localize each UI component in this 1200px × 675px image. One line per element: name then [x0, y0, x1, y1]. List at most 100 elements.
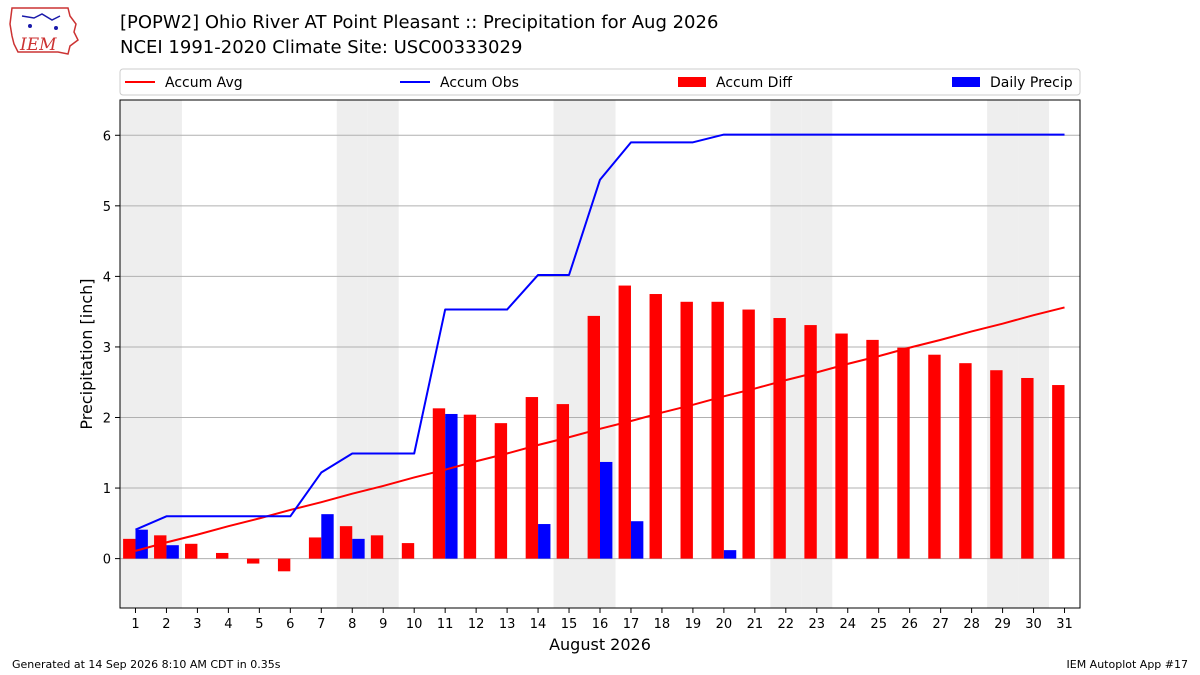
accum-avg-line: [135, 306, 1065, 552]
x-tick-label: 24: [839, 617, 856, 632]
accum-diff-bar: [897, 347, 910, 559]
line-series: [135, 133, 1065, 552]
accum-diff-bar: [959, 363, 972, 559]
x-tick-label: 30: [1025, 617, 1042, 632]
x-tick-label: 16: [592, 617, 609, 632]
legend-accum-obs-label: Accum Obs: [440, 75, 519, 91]
legend-box: [119, 68, 1081, 96]
x-tick-label: 3: [193, 617, 201, 632]
generated-timestamp: Generated at 14 Sep 2026 8:10 AM CDT in …: [12, 658, 281, 671]
y-tick-label: 2: [103, 412, 111, 427]
accum-diff-bar: [216, 552, 229, 559]
daily-precip-bar: [166, 545, 179, 559]
accum-diff-bar: [711, 301, 724, 559]
accum-diff-bar: [185, 543, 198, 559]
legend-accum-avg-label: Accum Avg: [165, 75, 243, 91]
x-tick-label: 2: [162, 617, 170, 632]
legend-daily-precip-label: Daily Precip: [990, 75, 1073, 91]
x-axis-label: August 2026: [549, 635, 651, 654]
x-tick-label: 4: [224, 617, 232, 632]
accum-diff-bar: [1021, 377, 1034, 559]
accum-diff-bar: [587, 315, 600, 559]
accum-diff-bar: [432, 408, 446, 559]
weekend-band: [336, 100, 368, 608]
x-tick-label: 14: [530, 617, 547, 632]
x-tick-label: 6: [286, 617, 294, 632]
accum-diff-bar: [773, 318, 786, 559]
weekend-shading: [120, 100, 1050, 608]
x-tick-label: 31: [1056, 617, 1073, 632]
legend: Accum Avg Accum Obs Accum Diff Daily Precip: [119, 68, 1081, 96]
weekend-band: [367, 100, 399, 608]
iowa-outline-icon: [9, 7, 79, 55]
legend-daily-precip-swatch: [952, 77, 980, 87]
daily-precip-bar: [630, 521, 644, 559]
weekend-band: [150, 100, 182, 608]
x-tick-label: 22: [778, 617, 795, 632]
y-axis-label: Precipitation [inch]: [77, 278, 96, 429]
y-tick-label: 6: [103, 129, 111, 144]
x-tick-label: 18: [654, 617, 671, 632]
x-tick-label: 1: [131, 617, 139, 632]
iem-logo: IEM: [9, 7, 79, 55]
accum-diff-bar: [649, 294, 662, 559]
chart-title-line2: NCEI 1991-2020 Climate Site: USC00333029: [120, 37, 523, 58]
x-tick-label: 29: [994, 617, 1011, 632]
x-tick-label: 7: [317, 617, 325, 632]
daily-precip-bar: [352, 538, 365, 559]
app-label: IEM Autoplot App #17: [1066, 658, 1189, 671]
accum-diff-bar: [494, 423, 508, 559]
x-tick-label: 10: [406, 617, 423, 632]
accum-diff-bar: [401, 543, 415, 559]
accum-diff-bar: [556, 404, 570, 559]
accum-diff-bar: [1052, 385, 1065, 559]
accum-diff-bar: [463, 414, 477, 559]
accum-diff-bar: [154, 535, 167, 559]
legend-accum-diff-label: Accum Diff: [716, 75, 792, 91]
x-tick-label: 20: [716, 617, 733, 632]
x-tick-label: 26: [901, 617, 918, 632]
x-tick-label: 25: [870, 617, 887, 632]
x-tick-label: 9: [379, 617, 387, 632]
daily-precip-bar: [445, 413, 458, 559]
accum-diff-bar: [928, 354, 941, 559]
accum-diff-bar: [835, 333, 848, 559]
y-tick-label: 0: [103, 553, 111, 568]
accum-obs-line: [135, 133, 1065, 531]
x-tick-label: 5: [255, 617, 263, 632]
y-tick-label: 3: [103, 341, 111, 356]
accum-diff-bar: [277, 558, 291, 572]
accum-diff-bar: [370, 535, 384, 559]
x-tick-label: 27: [932, 617, 949, 632]
logo-text: IEM: [19, 35, 57, 55]
x-tick-label: 21: [747, 617, 764, 632]
daily-precip-bar: [600, 461, 613, 559]
daily-precip-bar: [321, 514, 334, 559]
x-tick-label: 13: [499, 617, 516, 632]
x-tick-label: 17: [623, 617, 640, 632]
accum-diff-bar: [680, 301, 693, 559]
accum-diff-bar: [123, 538, 136, 559]
y-tick-label: 4: [103, 270, 111, 285]
y-tick-label: 5: [103, 200, 111, 215]
weather-symbols-icon: [21, 13, 61, 21]
chart-title-line1: [POPW2] Ohio River AT Point Pleasant :: …: [120, 12, 719, 33]
daily-precip-bar: [723, 550, 737, 559]
x-tick-label: 8: [348, 617, 356, 632]
x-tick-label: 23: [809, 617, 826, 632]
x-tick-label: 11: [437, 617, 454, 632]
daily-precip-bar: [538, 524, 551, 559]
daily-precip-bar: [135, 529, 148, 559]
x-tick-label: 12: [468, 617, 485, 632]
weekend-band: [120, 100, 151, 608]
x-tick-label: 19: [685, 617, 702, 632]
accum-diff-bar: [804, 325, 817, 559]
accum-diff-bar: [246, 558, 260, 564]
accum-diff-bar: [866, 339, 879, 559]
y-tick-label: 1: [103, 482, 111, 497]
accum-diff-bar: [742, 309, 755, 559]
bar-series: [123, 285, 1065, 572]
accum-diff-bar: [308, 537, 322, 559]
